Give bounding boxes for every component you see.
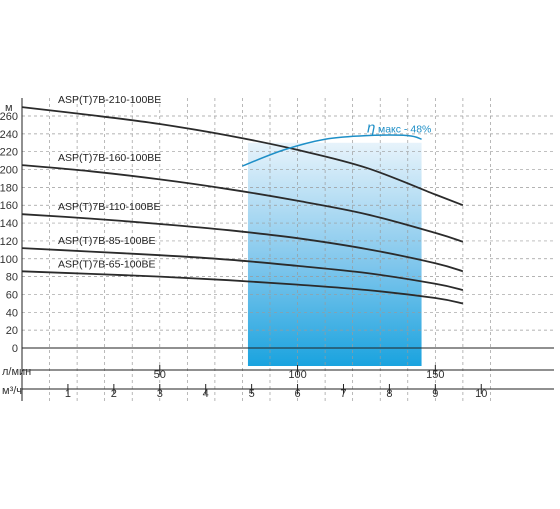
x-axis-unit-m3h: м³/ч — [2, 385, 22, 397]
efficiency-curve — [242, 134, 422, 167]
efficiency-label-symbol: η — [367, 119, 375, 136]
y-tick-label: 40 — [6, 307, 18, 319]
y-tick-label: 260 — [0, 111, 18, 123]
x-tick-label-m3h: 9 — [432, 388, 438, 400]
y-tick-label: 240 — [0, 129, 18, 141]
x-tick-label-m3h: 5 — [249, 388, 255, 400]
x-tick-label-m3h: 1 — [65, 388, 71, 400]
y-tick-label: 200 — [0, 165, 18, 177]
pump-curve-5 — [21, 270, 464, 305]
x-tick-label-m3h: 8 — [386, 388, 392, 400]
series-label: ASP(T)7B-65-100BE — [58, 258, 155, 270]
series-label: ASP(T)7B-210-100BE — [58, 94, 161, 106]
x-tick-label-m3h: 10 — [475, 388, 487, 400]
x-tick-label-m3h: 2 — [111, 388, 117, 400]
y-tick-label: 80 — [6, 272, 18, 284]
x-tick-label-lpm: 50 — [154, 369, 166, 381]
x-tick-label-m3h: 6 — [294, 388, 300, 400]
pump-curve-4 — [21, 247, 464, 291]
pump-curve-2 — [21, 164, 464, 243]
y-tick-label: 160 — [0, 200, 18, 212]
efficiency-label-text: макс - 48% — [378, 123, 431, 135]
x-tick-label-m3h: 7 — [340, 388, 346, 400]
x-tick-label-lpm: 150 — [426, 369, 444, 381]
series-label: ASP(T)7B-85-100BE — [58, 235, 155, 247]
y-tick-label: 140 — [0, 218, 18, 230]
series-label: ASP(T)7B-110-100BE — [58, 201, 161, 213]
y-tick-label: 20 — [6, 325, 18, 337]
y-axis-unit: м — [5, 102, 13, 114]
y-tick-label: 220 — [0, 147, 18, 159]
pump-curve-3 — [21, 213, 464, 273]
x-tick-label-lpm: 100 — [288, 369, 306, 381]
x-tick-label-m3h: 4 — [203, 388, 209, 400]
y-tick-label: 180 — [0, 182, 18, 194]
x-tick-label-m3h: 3 — [157, 388, 163, 400]
x-axis-unit-lpm: л/мин — [2, 366, 31, 378]
y-tick-label: 60 — [6, 289, 18, 301]
pump-curve-1 — [21, 106, 464, 207]
y-tick-label: 120 — [0, 236, 18, 248]
series-label: ASP(T)7B-160-100BE — [58, 152, 161, 164]
y-tick-label: 0 — [12, 343, 18, 355]
y-tick-label: 100 — [0, 254, 18, 266]
